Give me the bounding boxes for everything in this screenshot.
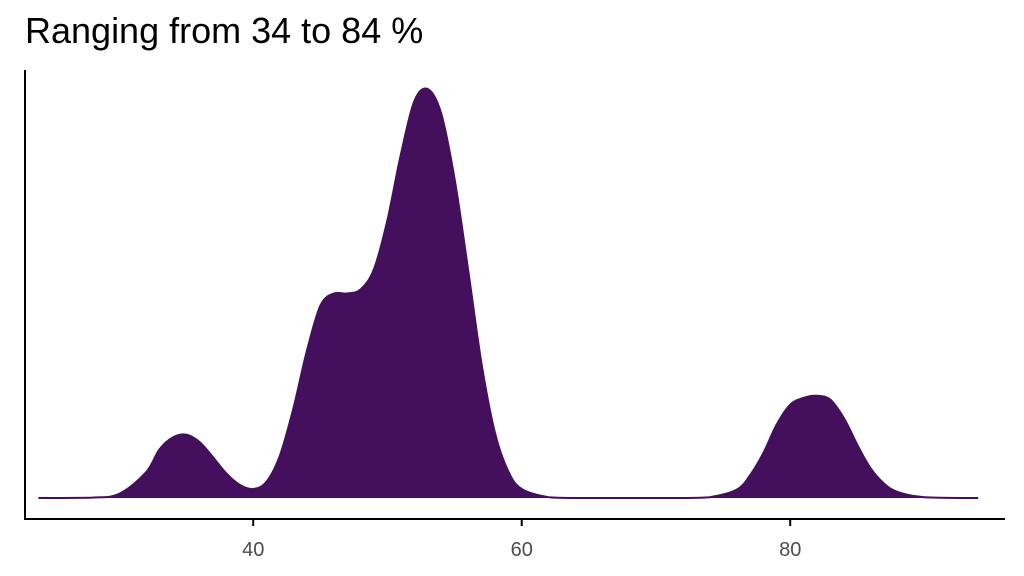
density-area bbox=[38, 88, 979, 499]
plot-marks bbox=[38, 87, 979, 499]
x-tick-label: 80 bbox=[779, 539, 801, 561]
x-tick-label: 40 bbox=[242, 539, 264, 561]
x-tick-label: 60 bbox=[511, 539, 533, 561]
density-line bbox=[38, 87, 979, 499]
chart-title: Ranging from 34 to 84 % bbox=[25, 10, 424, 51]
x-axis-ticks: 40 60 80 bbox=[242, 519, 801, 561]
